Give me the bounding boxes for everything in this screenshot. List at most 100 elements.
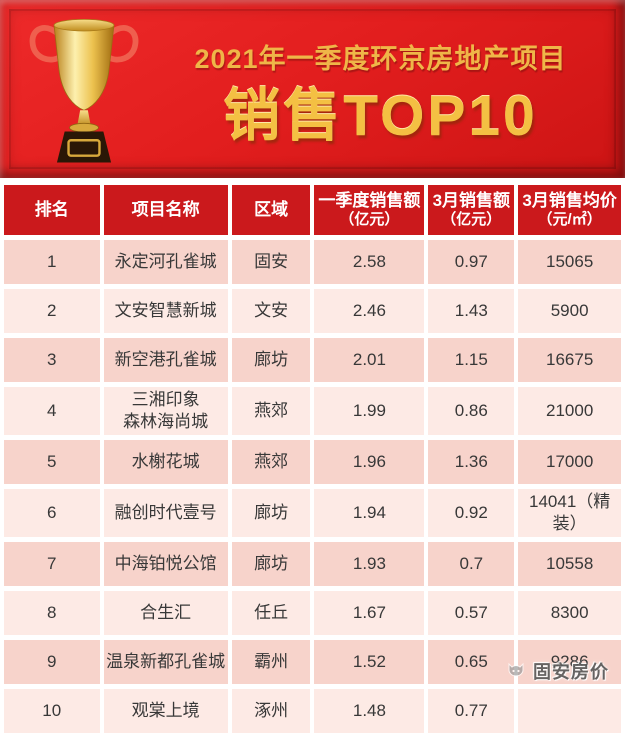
- table-row: 2 文安智慧新城 文安 2.46 1.43 5900: [4, 289, 621, 333]
- trophy-icon: [29, 19, 139, 163]
- march-sales-cell: 0.77: [428, 689, 515, 734]
- march-sales-cell: 0.57: [428, 591, 515, 636]
- column-header-sub: （元/㎡）: [537, 211, 602, 229]
- march-sales-cell: 0.97: [428, 240, 515, 284]
- column-header-q1-sales: 一季度销售额 （亿元）: [314, 185, 425, 235]
- banner-text: 2021年一季度环京房地产项目 销售TOP10: [150, 0, 611, 178]
- region-cell: 燕郊: [231, 440, 311, 485]
- project-name-line2: 森林海尚城: [123, 412, 209, 432]
- march-sales-cell: 0.86: [428, 387, 515, 436]
- project-name: 永定河孔雀城: [114, 251, 217, 271]
- project-name-cell: 中海铂悦公馆: [103, 542, 228, 587]
- region-cell: 廊坊: [231, 489, 311, 538]
- region-cell: 霸州: [231, 640, 311, 685]
- q1-sales-cell: 1.99: [314, 387, 425, 436]
- table-row: 9 温泉新都孔雀城 霸州 1.52 0.65 9286: [4, 640, 621, 685]
- column-header-label: 3月销售均价: [522, 191, 617, 210]
- table-row: 7 中海铂悦公馆 廊坊 1.93 0.7 10558: [4, 542, 621, 587]
- march-price-cell: 10558: [518, 542, 621, 587]
- column-header-project: 项目名称: [103, 185, 228, 235]
- q1-sales-cell: 2.58: [314, 240, 425, 284]
- table-row: 10 观棠上境 涿州 1.48 0.77: [4, 689, 621, 734]
- region-cell: 涿州: [231, 689, 311, 734]
- rank-cell: 10: [4, 689, 100, 734]
- project-name-cell: 三湘印象 森林海尚城: [103, 387, 228, 436]
- project-name: 合生汇: [140, 603, 192, 623]
- march-sales-cell: 0.92: [428, 489, 515, 538]
- q1-sales-cell: 2.01: [314, 338, 425, 382]
- sales-table: 排名 项目名称 区域 一季度销售额 （亿元） 3月销售额 （亿元） 3月销售均价 （元…: [0, 180, 625, 738]
- q1-sales-cell: 1.67: [314, 591, 425, 636]
- table-row: 8 合生汇 任丘 1.67 0.57 8300: [4, 591, 621, 636]
- column-header-label: 排名: [34, 200, 69, 220]
- march-price-cell: 16675: [518, 338, 621, 382]
- banner-title: 2021年一季度环京房地产项目: [194, 44, 567, 74]
- project-name-cell: 融创时代壹号: [103, 489, 228, 538]
- table-row: 4 三湘印象森林海尚城 燕郊 1.99 0.86 21000: [4, 387, 621, 436]
- rank-cell: 9: [4, 640, 100, 685]
- table-row: 3 新空港孔雀城 廊坊 2.01 1.15 16675: [4, 338, 621, 382]
- project-name-cell: 温泉新都孔雀城: [103, 640, 228, 685]
- project-name-cell: 水榭花城: [103, 440, 228, 485]
- project-name: 水榭花城: [131, 452, 200, 472]
- q1-sales-cell: 1.52: [314, 640, 425, 685]
- rank-cell: 4: [4, 387, 100, 436]
- q1-sales-cell: 2.46: [314, 289, 425, 333]
- table-header-row: 排名 项目名称 区域 一季度销售额 （亿元） 3月销售额 （亿元） 3月销售均价 （元…: [4, 185, 621, 235]
- march-price-cell: 17000: [518, 440, 621, 485]
- march-price-cell: 14041（精装）: [518, 489, 621, 538]
- march-sales-cell: 1.15: [428, 338, 515, 382]
- q1-sales-cell: 1.93: [314, 542, 425, 587]
- watermark-logo-icon: [508, 662, 524, 677]
- region-cell: 燕郊: [231, 387, 311, 436]
- column-header-march-sales: 3月销售额 （亿元）: [428, 185, 515, 235]
- region-cell: 任丘: [231, 591, 311, 636]
- project-name: 融创时代壹号: [114, 503, 217, 523]
- column-header-sub: （亿元）: [339, 211, 400, 229]
- march-price-cell: [518, 689, 621, 734]
- project-name: 温泉新都孔雀城: [106, 652, 226, 672]
- rank-cell: 8: [4, 591, 100, 636]
- rank-cell: 1: [4, 240, 100, 284]
- project-name: 文安智慧新城: [114, 300, 217, 320]
- project-name: 观棠上境: [131, 701, 200, 721]
- march-sales-cell: 0.7: [428, 542, 515, 587]
- march-price-cell: 8300: [518, 591, 621, 636]
- watermark-label: 固安房价: [533, 662, 609, 682]
- rank-cell: 7: [4, 542, 100, 587]
- march-price-cell: 9286: [518, 640, 621, 685]
- column-header-rank: 排名: [4, 185, 100, 235]
- march-sales-cell: 0.65: [428, 640, 515, 685]
- project-name: 三湘印象: [131, 390, 200, 409]
- project-name: 中海铂悦公馆: [114, 554, 217, 574]
- column-header-label: 3月销售额: [432, 191, 511, 210]
- march-sales-cell: 1.43: [428, 289, 515, 333]
- q1-sales-cell: 1.94: [314, 489, 425, 538]
- rank-cell: 5: [4, 440, 100, 485]
- column-header-sub: （亿元）: [441, 211, 502, 229]
- project-name: 新空港孔雀城: [114, 349, 217, 369]
- march-sales-cell: 1.36: [428, 440, 515, 485]
- project-name-cell: 新空港孔雀城: [103, 338, 228, 382]
- q1-sales-cell: 1.48: [314, 689, 425, 734]
- table-row: 6 融创时代壹号 廊坊 1.94 0.92 14041（精装）: [4, 489, 621, 538]
- column-header-label: 区域: [254, 200, 289, 220]
- project-name-cell: 合生汇: [103, 591, 228, 636]
- region-cell: 廊坊: [231, 542, 311, 587]
- banner: 2021年一季度环京房地产项目 销售TOP10: [0, 0, 625, 178]
- project-name-cell: 永定河孔雀城: [103, 240, 228, 284]
- rank-cell: 2: [4, 289, 100, 333]
- march-price-cell: 21000: [518, 387, 621, 436]
- project-name-cell: 文安智慧新城: [103, 289, 228, 333]
- column-header-march-price: 3月销售均价 （元/㎡）: [518, 185, 621, 235]
- region-cell: 文安: [231, 289, 311, 333]
- table-row: 1 永定河孔雀城 固安 2.58 0.97 15065: [4, 240, 621, 284]
- region-cell: 固安: [231, 240, 311, 284]
- rank-cell: 3: [4, 338, 100, 382]
- watermark: 固安房价: [504, 658, 609, 684]
- column-header-label: 一季度销售额: [318, 191, 421, 210]
- region-cell: 廊坊: [231, 338, 311, 382]
- column-header-label: 项目名称: [131, 200, 200, 220]
- project-name-cell: 观棠上境: [103, 689, 228, 734]
- banner-subtitle: 销售TOP10: [223, 84, 538, 148]
